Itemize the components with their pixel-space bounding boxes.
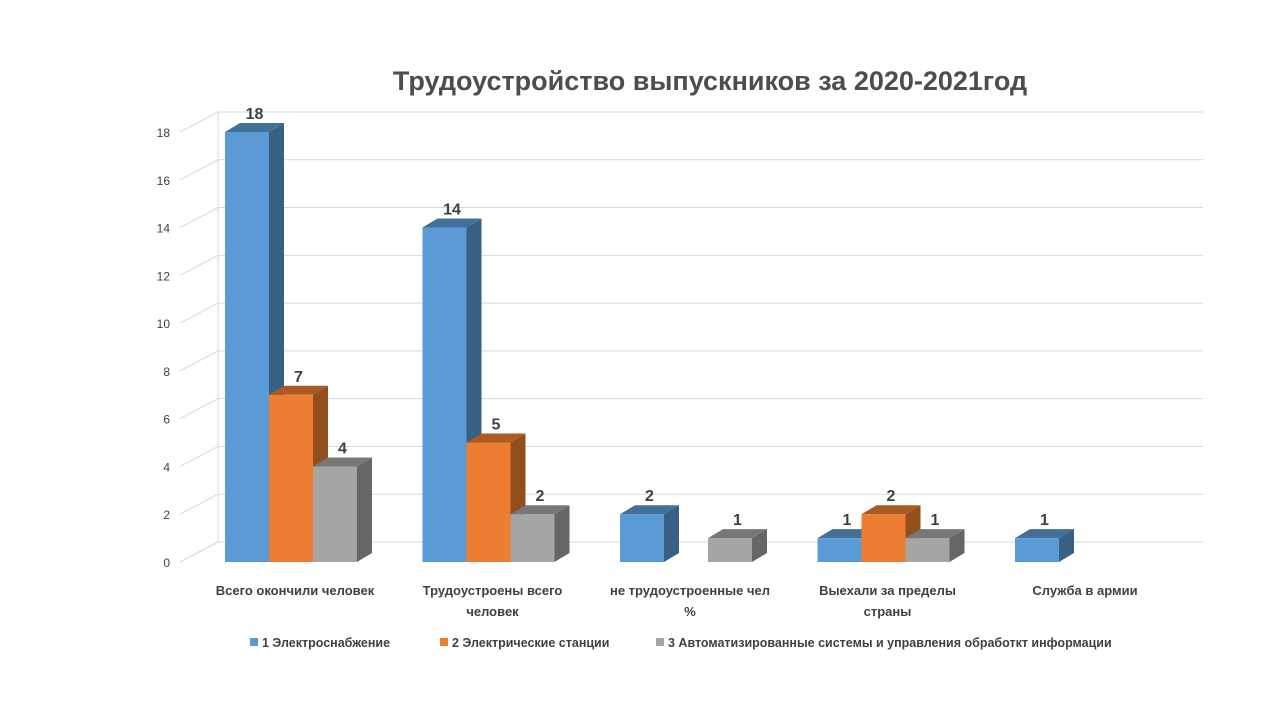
bar-front: [510, 514, 555, 562]
bar-front: [708, 538, 752, 562]
gridlines: [179, 111, 1203, 563]
bar-front: [225, 132, 269, 562]
legend: 1 Электроснабжение 2 Электрические станци…: [250, 636, 1112, 650]
data-label: 5: [492, 417, 501, 434]
y-tick-label: 18: [157, 126, 171, 140]
bar-side: [1059, 529, 1074, 562]
x-tick-label: Выехали за пределы страны: [819, 583, 956, 619]
bar-top: [620, 505, 679, 515]
data-label: 14: [443, 202, 461, 219]
bar-side: [664, 505, 679, 562]
bar-front: [313, 466, 357, 562]
legend-item: 3 Автоматизированные системы и управлени…: [656, 636, 1112, 650]
legend-swatch: [656, 638, 664, 646]
bar-top: [466, 433, 526, 443]
gridline: [179, 445, 1203, 467]
bar-front: [817, 538, 862, 562]
gridline: [179, 207, 1203, 228]
data-label: 1: [931, 512, 940, 529]
bar-top: [313, 457, 372, 467]
bar-top: [1015, 529, 1074, 539]
bar-side: [554, 505, 570, 562]
legend-label: 2 Электрические станции: [452, 636, 609, 650]
data-label: 2: [536, 488, 545, 505]
data-label: 1: [733, 512, 742, 529]
legend-label: 1 Электроснабжение: [262, 636, 390, 650]
y-tick-label: 8: [163, 365, 170, 379]
legend-label: 3 Автоматизированные системы и управлени…: [668, 636, 1112, 650]
bar-top: [269, 385, 328, 395]
legend-item: 1 Электроснабжение: [250, 636, 390, 650]
bar: [861, 505, 921, 562]
bar-top: [708, 529, 767, 539]
y-tick-label: 14: [157, 222, 171, 236]
bar-front: [861, 514, 906, 562]
bar-top: [905, 529, 965, 539]
bar-front: [269, 394, 313, 562]
data-label: 18: [246, 106, 264, 123]
data-label: 4: [338, 440, 347, 457]
bar-top: [510, 505, 570, 515]
data-label: 7: [294, 369, 303, 386]
legend-swatch: [250, 638, 258, 646]
y-tick-label: 6: [163, 413, 170, 427]
y-tick-label: 16: [157, 174, 171, 188]
bar-side: [752, 529, 767, 562]
data-label: 1: [1040, 512, 1049, 529]
x-tick-label: не трудоустроенные чел%: [610, 583, 770, 619]
gridline: [179, 493, 1203, 515]
y-tick-label: 0: [163, 556, 170, 570]
data-label: 2: [645, 488, 654, 505]
y-axis: 0 2 4 6 8 10 12 14 16 18: [157, 126, 171, 570]
gridline: [179, 350, 1203, 372]
bars: [225, 123, 1074, 563]
gridline: [179, 254, 1203, 276]
legend-swatch: [440, 638, 448, 646]
y-tick-label: 12: [157, 269, 171, 283]
gridline: [179, 302, 1203, 324]
bar-side: [357, 457, 372, 562]
y-tick-label: 4: [163, 460, 170, 474]
x-tick-label: Всего окончили человек: [216, 583, 375, 598]
bar-top: [225, 123, 284, 132]
bar: [708, 529, 767, 562]
bar: [510, 505, 570, 562]
gridline: [179, 111, 1203, 133]
bar: [1015, 529, 1074, 562]
x-axis: Всего окончили человек Трудоустроены всег…: [216, 583, 1138, 619]
data-label: 2: [887, 488, 896, 505]
bar: [313, 457, 372, 562]
data-labels: 18 7 4 14 5 2 2 1 1 2 1 1: [246, 106, 1049, 529]
data-label: 1: [843, 512, 852, 529]
bar: [905, 529, 965, 562]
x-tick-label: Служба в армии: [1032, 583, 1137, 598]
bar-side: [949, 529, 965, 562]
bar-front: [422, 227, 467, 563]
legend-item: 2 Электрические станции: [440, 636, 609, 650]
bar-top: [422, 218, 482, 228]
bar: [269, 385, 328, 562]
chart-title: Трудоустройство выпускников за 2020-2021…: [393, 66, 1027, 96]
gridline: [179, 398, 1203, 420]
plot-walls: [179, 112, 219, 563]
x-tick-label: Трудоустроены всего человек: [423, 583, 563, 619]
bar: [620, 505, 679, 562]
bar-front: [1015, 538, 1059, 562]
bar-top: [861, 505, 921, 515]
gridline: [179, 159, 1203, 181]
y-tick-label: 2: [163, 508, 170, 522]
bar-front: [905, 538, 950, 562]
y-tick-label: 10: [157, 317, 171, 331]
bar-front: [620, 514, 664, 562]
bar-front: [466, 442, 511, 562]
